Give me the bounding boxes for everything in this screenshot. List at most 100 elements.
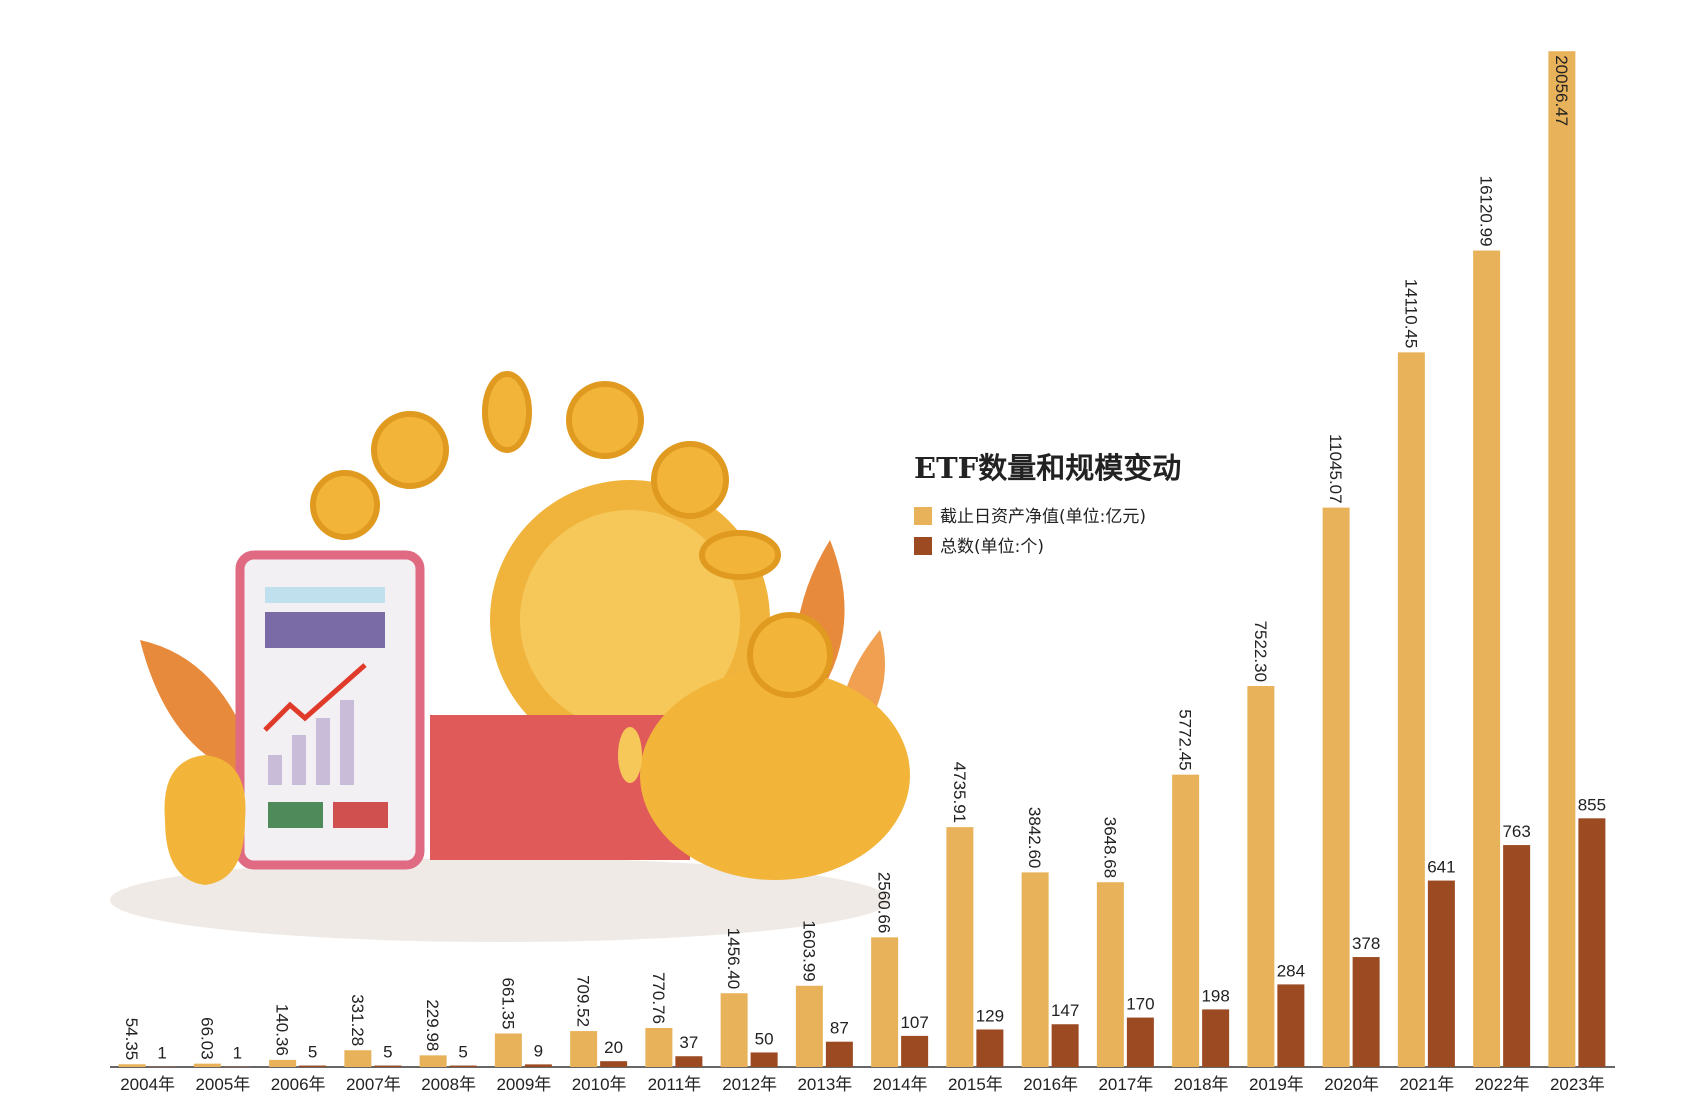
value-label: 709.52 xyxy=(574,975,593,1027)
x-tick-label: 2021年 xyxy=(1399,1075,1454,1094)
value-label: 9 xyxy=(534,1041,543,1060)
x-tick-label: 2013年 xyxy=(797,1075,852,1094)
value-label: 50 xyxy=(755,1029,774,1048)
bar xyxy=(1322,507,1350,1068)
bar xyxy=(524,1064,552,1067)
value-label: 229.98 xyxy=(423,999,442,1051)
value-label: 4735.91 xyxy=(950,762,969,823)
x-tick-label: 2004年 xyxy=(120,1075,175,1094)
bar xyxy=(1578,818,1606,1067)
value-label: 54.35 xyxy=(122,1018,141,1061)
value-label: 140.36 xyxy=(273,1004,292,1056)
bar xyxy=(570,1031,598,1067)
value-label: 770.76 xyxy=(649,972,668,1024)
value-label: 763 xyxy=(1502,822,1530,841)
legend-swatch xyxy=(914,507,932,525)
chart-title: ETF数量和规模变动 xyxy=(914,451,1181,485)
value-label: 37 xyxy=(679,1033,698,1052)
value-label: 2560.66 xyxy=(875,872,894,933)
bar xyxy=(1548,51,1576,1068)
legend: 截止日资产净值(单位:亿元) 总数(单位:个) xyxy=(914,507,1146,557)
illustration xyxy=(110,371,910,942)
bar xyxy=(1473,250,1501,1067)
value-label: 7522.30 xyxy=(1251,621,1270,682)
x-tick-label: 2005年 xyxy=(195,1075,250,1094)
bar xyxy=(449,1065,477,1067)
bar xyxy=(1247,686,1275,1067)
bar xyxy=(976,1029,1004,1067)
bar xyxy=(720,993,748,1067)
x-tick-label: 2010年 xyxy=(572,1075,627,1094)
legend-label: 截止日资产净值(单位:亿元) xyxy=(940,507,1146,527)
value-label: 1456.40 xyxy=(724,928,743,989)
x-tick-label: 2022年 xyxy=(1475,1075,1530,1094)
value-label: 1 xyxy=(157,1044,166,1063)
bar xyxy=(1172,774,1200,1067)
bar xyxy=(494,1033,522,1067)
x-tick-label: 2020年 xyxy=(1324,1075,1379,1094)
value-label: 14110.45 xyxy=(1401,279,1420,349)
x-tick-label: 2011年 xyxy=(648,1075,702,1094)
value-label: 87 xyxy=(830,1019,849,1038)
bar xyxy=(1126,1017,1154,1067)
bar xyxy=(1021,872,1049,1067)
legend-label: 总数(单位:个) xyxy=(940,537,1044,557)
bar xyxy=(1277,984,1305,1067)
bar xyxy=(1202,1009,1230,1067)
bar xyxy=(750,1052,778,1067)
value-label: 20 xyxy=(604,1038,623,1057)
value-label: 147 xyxy=(1051,1001,1079,1020)
value-label: 5 xyxy=(308,1043,317,1062)
x-tick-label: 2015年 xyxy=(948,1075,1003,1094)
bar xyxy=(1503,845,1531,1067)
bar xyxy=(871,937,899,1067)
bar xyxy=(1397,352,1425,1068)
value-label: 3648.68 xyxy=(1100,817,1119,878)
bar xyxy=(1352,957,1380,1067)
bar xyxy=(374,1065,402,1067)
x-tick-label: 2017年 xyxy=(1098,1075,1153,1094)
value-label: 661.35 xyxy=(498,978,517,1030)
value-label: 641 xyxy=(1427,858,1455,877)
bar xyxy=(795,985,823,1067)
value-label: 5 xyxy=(383,1043,392,1062)
plot-area: 2004年 54.35 1 2005年 66.03 1 2006年 140.36 5 2007年 3… xyxy=(110,51,1615,1094)
value-label: 1603.99 xyxy=(799,920,818,981)
value-label: 5772.45 xyxy=(1176,709,1195,770)
x-tick-label: 2018年 xyxy=(1174,1075,1229,1094)
x-tick-label: 2012年 xyxy=(722,1075,777,1094)
bar xyxy=(901,1035,929,1067)
bar xyxy=(645,1027,673,1067)
value-label: 198 xyxy=(1201,986,1229,1005)
legend-swatch xyxy=(914,537,932,555)
bar xyxy=(946,827,974,1067)
value-label: 170 xyxy=(1126,995,1154,1014)
bar xyxy=(600,1061,628,1067)
bar xyxy=(419,1055,447,1067)
bar xyxy=(675,1056,703,1067)
value-label: 855 xyxy=(1578,795,1606,814)
value-label: 378 xyxy=(1352,934,1380,953)
x-tick-label: 2009年 xyxy=(496,1075,551,1094)
bar xyxy=(1427,880,1455,1067)
bar xyxy=(118,1064,146,1067)
x-tick-label: 2014年 xyxy=(873,1075,928,1094)
bar xyxy=(269,1059,297,1067)
x-tick-label: 2006年 xyxy=(271,1075,326,1094)
x-tick-label: 2008年 xyxy=(421,1075,476,1094)
value-label: 11045.07 xyxy=(1326,434,1345,504)
bar xyxy=(1096,882,1124,1067)
value-label: 107 xyxy=(900,1013,928,1032)
value-label: 66.03 xyxy=(197,1017,216,1060)
value-label: 284 xyxy=(1277,961,1305,980)
x-tick-label: 2016年 xyxy=(1023,1075,1078,1094)
bar xyxy=(299,1065,327,1067)
value-label: 5 xyxy=(458,1043,467,1062)
value-label: 16120.99 xyxy=(1477,176,1496,247)
value-label: 331.28 xyxy=(348,994,367,1046)
bar xyxy=(344,1050,372,1067)
value-label: 129 xyxy=(976,1006,1004,1025)
value-label: 3842.60 xyxy=(1025,807,1044,868)
value-label: 20056.47 xyxy=(1552,55,1571,126)
